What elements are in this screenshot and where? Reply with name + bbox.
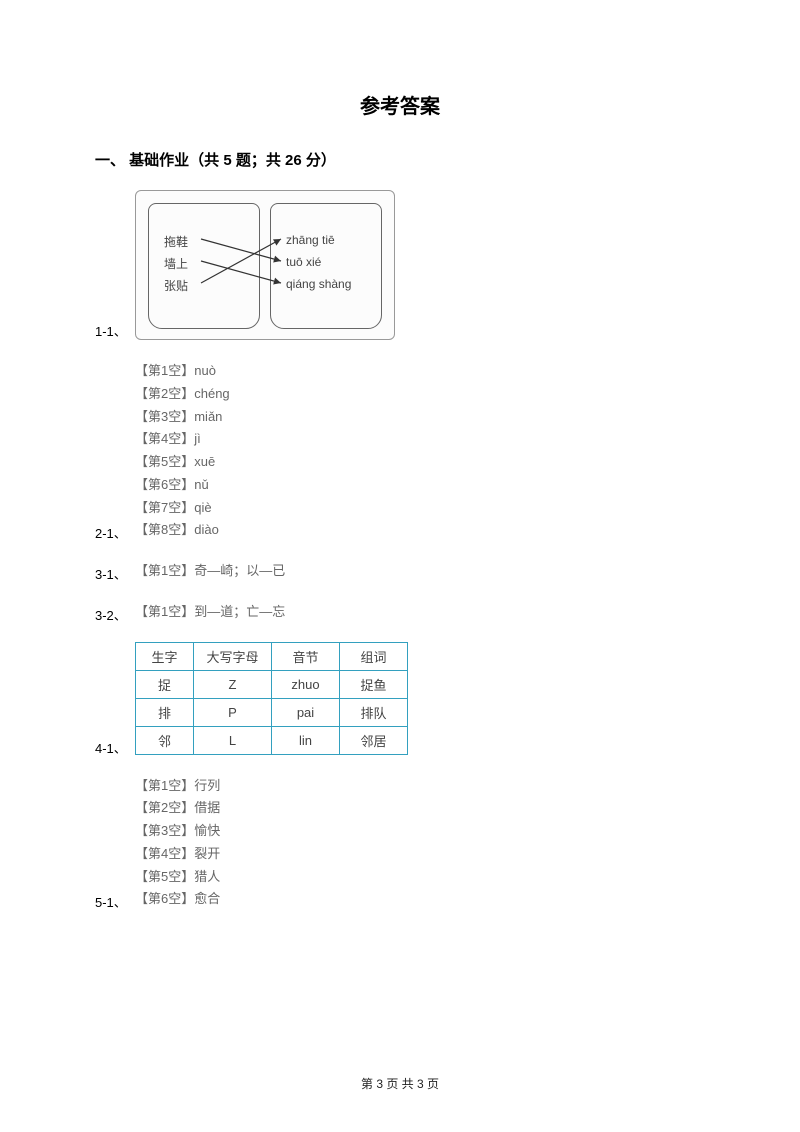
answer-3-2: 3-2、 【第1空】到—道；亡—忘 xyxy=(95,601,705,624)
blank-item: 【第3空】miǎn xyxy=(135,406,230,429)
blank-item: 【第5空】猎人 xyxy=(135,866,220,889)
section-heading: 一、 基础作业（共 5 题；共 26 分） xyxy=(95,149,705,170)
blank-item: 【第1空】nuò xyxy=(135,360,230,383)
blank-item: 【第2空】借据 xyxy=(135,797,220,820)
table-row: 生字 大写字母 音节 组词 xyxy=(136,642,408,670)
table-cell: 邻居 xyxy=(340,726,408,754)
table-cell: 组词 xyxy=(340,642,408,670)
answer-table: 生字 大写字母 音节 组词 捉 Z zhuo 捉鱼 排 P pai 排队 邻 L… xyxy=(135,642,408,755)
table-cell: L xyxy=(194,726,272,754)
blank-item: 【第6空】愈合 xyxy=(135,888,220,911)
blank-list: 【第1空】行列 【第2空】借据 【第3空】愉快 【第4空】裂开 【第5空】猎人 … xyxy=(135,775,220,912)
table-cell: 捉 xyxy=(136,670,194,698)
blank-item: 【第5空】xuē xyxy=(135,451,230,474)
table-cell: 捉鱼 xyxy=(340,670,408,698)
answer-label: 2-1、 xyxy=(95,523,135,542)
answer-3-1: 3-1、 【第1空】奇—崎；以—已 xyxy=(95,560,705,583)
table-cell: Z xyxy=(194,670,272,698)
arrows-svg xyxy=(136,191,395,340)
answer-2-1: 2-1、 【第1空】nuò 【第2空】chéng 【第3空】miǎn 【第4空】… xyxy=(95,360,705,542)
blank-text: 【第1空】到—道；亡—忘 xyxy=(135,601,285,624)
table-cell: 排队 xyxy=(340,698,408,726)
table-cell: lin xyxy=(272,726,340,754)
table-cell: zhuo xyxy=(272,670,340,698)
table-cell: 生字 xyxy=(136,642,194,670)
table-row: 排 P pai 排队 xyxy=(136,698,408,726)
answer-label: 5-1、 xyxy=(95,892,135,911)
blank-item: 【第2空】chéng xyxy=(135,383,230,406)
table-row: 捉 Z zhuo 捉鱼 xyxy=(136,670,408,698)
blank-item: 【第8空】diào xyxy=(135,519,230,542)
table-cell: 排 xyxy=(136,698,194,726)
answer-5-1: 5-1、 【第1空】行列 【第2空】借据 【第3空】愉快 【第4空】裂开 【第5… xyxy=(95,775,705,912)
blank-item: 【第6空】nǔ xyxy=(135,474,230,497)
blank-item: 【第7空】qiè xyxy=(135,497,230,520)
table-row: 邻 L lin 邻居 xyxy=(136,726,408,754)
blank-item: 【第1空】行列 xyxy=(135,775,220,798)
page-title: 参考答案 xyxy=(95,90,705,119)
answer-4-1: 4-1、 生字 大写字母 音节 组词 捉 Z zhuo 捉鱼 排 P pai 排… xyxy=(95,642,705,757)
blank-item: 【第3空】愉快 xyxy=(135,820,220,843)
blank-item: 【第4空】裂开 xyxy=(135,843,220,866)
table-cell: 音节 xyxy=(272,642,340,670)
blank-item: 【第4空】jì xyxy=(135,428,230,451)
table-cell: 大写字母 xyxy=(194,642,272,670)
page-footer: 第 3 页 共 3 页 xyxy=(0,1075,800,1092)
answer-label: 1-1、 xyxy=(95,321,135,340)
answer-label: 4-1、 xyxy=(95,738,135,757)
table-cell: pai xyxy=(272,698,340,726)
answer-label: 3-2、 xyxy=(95,605,135,624)
answer-label: 3-1、 xyxy=(95,564,135,583)
table-cell: P xyxy=(194,698,272,726)
table-cell: 邻 xyxy=(136,726,194,754)
blank-list: 【第1空】nuò 【第2空】chéng 【第3空】miǎn 【第4空】jì 【第… xyxy=(135,360,230,542)
matching-diagram: 拖鞋 墙上 张贴 zhāng tiē tuō xié qiáng shàng xyxy=(135,190,395,340)
answer-1-1: 1-1、 拖鞋 墙上 张贴 zhāng tiē tuō xié qiáng sh… xyxy=(95,190,705,340)
blank-text: 【第1空】奇—崎；以—已 xyxy=(135,560,285,583)
